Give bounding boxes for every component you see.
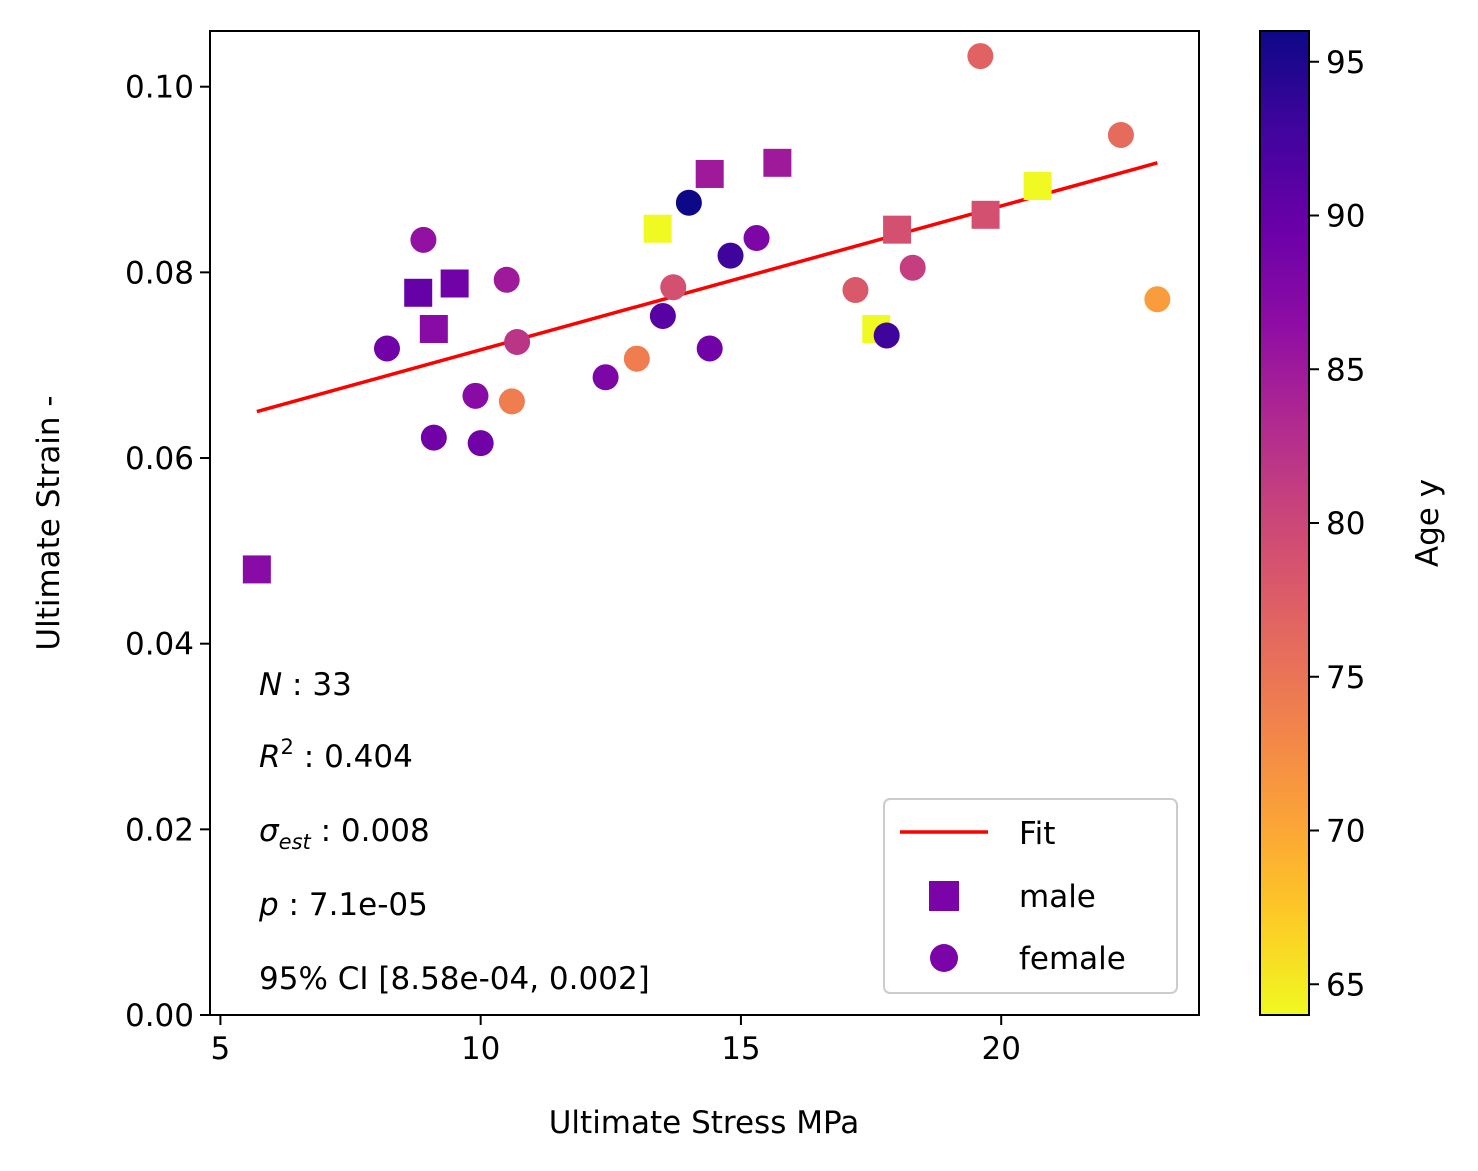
- female-point: [649, 302, 676, 329]
- colorbar-tick-label: 90: [1326, 199, 1365, 235]
- female-point: [717, 242, 744, 269]
- x-tick-label: 15: [721, 1031, 760, 1067]
- x-axis-ticks: 5 10 15 20: [211, 1015, 1021, 1067]
- y-tick-label: 0.06: [125, 441, 194, 477]
- female-point: [1144, 286, 1171, 313]
- legend: Fit male female: [883, 798, 1178, 994]
- colorbar-tick-label: 65: [1326, 967, 1365, 1003]
- legend-female-label: female: [1019, 941, 1126, 977]
- female-point: [623, 345, 650, 372]
- colorbar-tick-label: 95: [1326, 45, 1365, 81]
- colorbar: 65 70 75 80 85 90 95 Age y: [1259, 30, 1446, 1016]
- female-point: [899, 254, 926, 281]
- y-tick-label: 0.08: [125, 255, 194, 291]
- male-point: [763, 148, 792, 177]
- y-tick-label: 0.02: [125, 812, 194, 848]
- stat-ci: 95% CI [8.58e-04, 0.002]: [259, 961, 650, 997]
- legend-male-label: male: [1019, 879, 1096, 915]
- y-axis-label: Ultimate Strain -: [31, 395, 67, 650]
- female-point: [504, 328, 531, 355]
- male-point: [643, 214, 672, 243]
- male-point: [883, 215, 912, 244]
- stat-n: N : 33: [259, 667, 352, 703]
- colorbar-tick-label: 70: [1326, 814, 1365, 850]
- female-point: [373, 335, 400, 362]
- plot-area-frame: [209, 30, 1200, 1016]
- y-tick-label: 0.04: [125, 627, 194, 663]
- female-point: [967, 43, 994, 70]
- female-point: [493, 266, 520, 293]
- colorbar-label: Age y: [1410, 479, 1446, 567]
- female-point: [660, 274, 687, 301]
- female-point: [467, 430, 494, 457]
- male-point: [419, 314, 448, 343]
- x-axis-label: Ultimate Stress MPa: [549, 1105, 860, 1141]
- colorbar-ticks: 65 70 75 80 85 90 95: [1309, 45, 1365, 1003]
- scatter-points: [242, 43, 1171, 584]
- female-point: [675, 189, 702, 216]
- male-point: [440, 269, 469, 298]
- y-tick-label: 0.00: [125, 998, 194, 1034]
- x-tick-label: 10: [461, 1031, 500, 1067]
- y-axis-ticks: 0.00 0.02 0.04 0.06 0.08 0.10: [125, 70, 210, 1034]
- female-point: [1107, 121, 1134, 148]
- colorbar-gradient: [1259, 30, 1310, 1016]
- female-point: [873, 322, 900, 349]
- legend-female-swatch: [930, 944, 958, 972]
- female-point: [462, 382, 489, 409]
- legend-male-swatch: [929, 881, 959, 911]
- male-point: [404, 278, 433, 307]
- female-point: [842, 276, 869, 303]
- female-point: [420, 424, 447, 451]
- female-point: [498, 388, 525, 415]
- stat-sigma: σest : 0.008: [259, 813, 430, 854]
- male-point: [971, 200, 1000, 229]
- female-point: [743, 225, 770, 252]
- legend-fit-label: Fit: [1019, 816, 1055, 852]
- male-point: [1023, 172, 1052, 201]
- y-tick-label: 0.10: [125, 70, 194, 106]
- stat-r2: R2 : 0.404: [259, 735, 413, 775]
- stat-p: p : 7.1e-05: [258, 887, 428, 923]
- male-point: [242, 555, 271, 584]
- x-tick-label: 20: [981, 1031, 1020, 1067]
- colorbar-tick-label: 80: [1326, 506, 1365, 542]
- colorbar-tick-label: 85: [1326, 352, 1365, 388]
- colorbar-tick-label: 75: [1326, 660, 1365, 696]
- female-point: [696, 335, 723, 362]
- fit-line: [256, 161, 1158, 414]
- female-point: [592, 364, 619, 391]
- male-point: [695, 159, 724, 188]
- stats-annotation: N : 33 R2 : 0.404 σest : 0.008 p : 7.1e-…: [258, 667, 650, 997]
- legend-frame: [883, 798, 1178, 994]
- female-point: [410, 226, 437, 253]
- x-tick-label: 5: [211, 1031, 231, 1067]
